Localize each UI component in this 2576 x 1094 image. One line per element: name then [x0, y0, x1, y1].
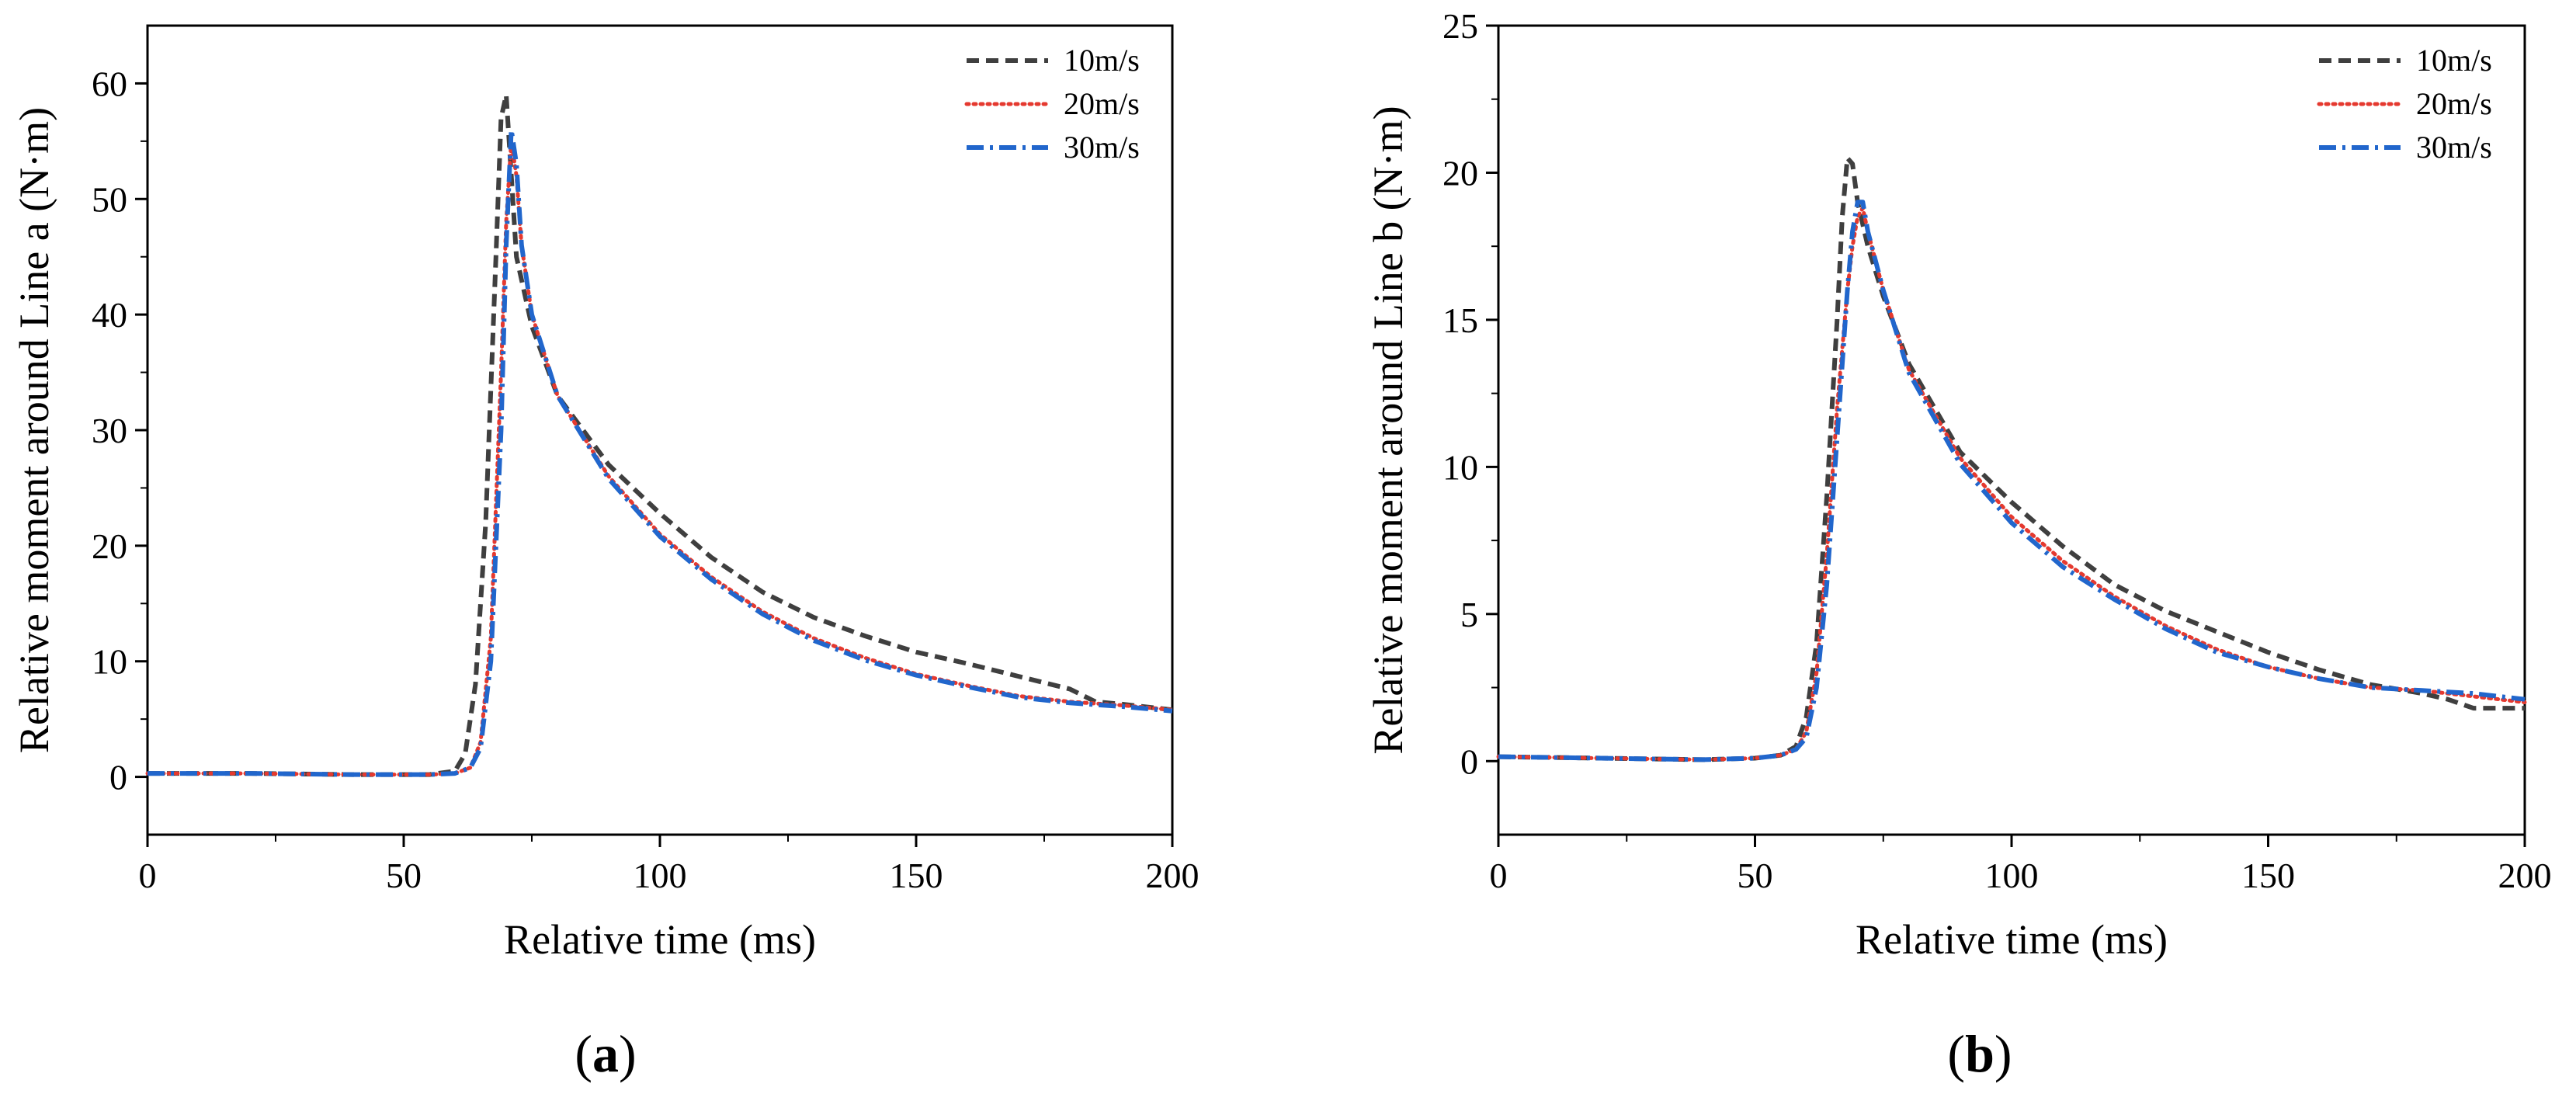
x-tick-label: 100: [634, 856, 687, 895]
panel-label-open-paren: (: [1947, 1024, 1965, 1083]
chart-panel-a: 0 50 100 150 200 0 10 20 30 40 50 60 Relative time (…: [11, 24, 1199, 1083]
legend-label: 20m/s: [2416, 86, 2492, 121]
plot-frame: [1497, 24, 2526, 836]
y-tick-label: 10: [1442, 447, 1478, 487]
panel-label-close-paren: ): [619, 1024, 637, 1083]
legend-label: 30m/s: [1064, 130, 1140, 165]
panel-label-letter: a: [592, 1024, 619, 1083]
x-tick-label: 150: [2241, 856, 2295, 895]
x-axis-title: Relative time (ms): [504, 916, 816, 963]
y-tick-label: 30: [92, 411, 127, 450]
y-tick-label: 25: [1442, 6, 1478, 46]
legend-label: 10m/s: [2416, 43, 2492, 78]
series-line-20m/s: [145, 139, 1175, 777]
x-axis-title: Relative time (ms): [1856, 916, 2168, 963]
series-line-10m/s: [148, 92, 1173, 777]
series-line-30m/s: [148, 127, 1173, 777]
legend-label: 20m/s: [1064, 86, 1140, 121]
series-line-30m/s: [1498, 200, 2526, 762]
panel-label-close-paren: ): [1994, 1024, 2012, 1083]
legend-label: 30m/s: [2416, 130, 2492, 165]
y-tick-label: 60: [92, 64, 127, 103]
x-tick-label: 0: [1490, 856, 1508, 895]
y-tick-label: 5: [1460, 595, 1478, 634]
x-tick-label: 50: [1738, 856, 1773, 895]
panel-label-open-paren: (: [575, 1024, 592, 1083]
y-tick-label: 50: [92, 179, 127, 219]
x-tick-label: 100: [1985, 856, 2039, 895]
x-tick-label: 50: [386, 856, 422, 895]
y-tick-label: 15: [1442, 300, 1478, 340]
panel-label: (b): [1947, 1024, 2012, 1083]
y-tick-label: 0: [1460, 741, 1478, 781]
y-axis-title: Relative moment around Line b (N·m): [1365, 106, 1411, 754]
chart-panel-b: 0 50 100 150 200 0 5 10 15 20 25 Relative time (ms)…: [1365, 6, 2552, 1083]
panel-label-letter: b: [1965, 1024, 1994, 1083]
y-tick-label: 40: [92, 295, 127, 335]
legend-label: 10m/s: [1064, 43, 1140, 78]
x-tick-label: 200: [2498, 856, 2552, 895]
y-tick-label: 20: [1442, 153, 1478, 193]
x-tick-label: 150: [890, 856, 943, 895]
plot-frame: [146, 24, 1174, 836]
y-tick-label: 0: [109, 758, 127, 797]
y-tick-label: 20: [92, 526, 127, 566]
x-tick-label: 0: [139, 856, 157, 895]
y-tick-label: 10: [92, 642, 127, 682]
series-line-20m/s: [1496, 206, 2527, 762]
y-axis-title: Relative moment around Line a (N·m): [11, 107, 57, 753]
x-tick-label: 200: [1146, 856, 1199, 895]
series-line-10m/s: [1498, 155, 2525, 762]
panel-label: (a): [575, 1024, 636, 1083]
